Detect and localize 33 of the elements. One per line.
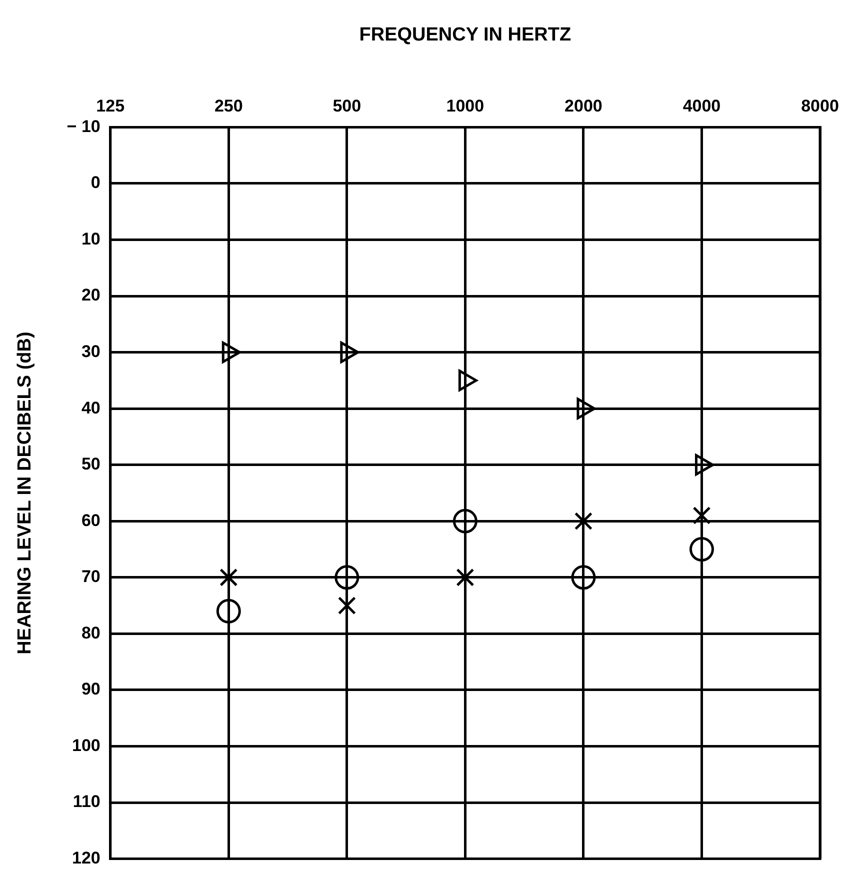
y-tick-label: 30: [81, 342, 100, 361]
y-tick-label: 60: [81, 510, 100, 530]
x-tick-label: 250: [214, 96, 243, 116]
point: [574, 512, 592, 530]
point: [216, 598, 241, 624]
y-tick-label: 90: [81, 680, 100, 699]
point: [334, 565, 360, 590]
y-tick-label: 80: [81, 623, 100, 642]
y-tick-label: 120: [72, 848, 100, 868]
y-tick-label: 0: [90, 173, 100, 192]
point: [571, 565, 596, 590]
point: [456, 568, 474, 586]
point: [452, 508, 478, 534]
y-tick-label: 10: [81, 229, 100, 248]
x-tick-label: 8000: [801, 96, 839, 116]
point: [689, 537, 714, 562]
point: [220, 568, 238, 586]
x-tick-label: 125: [96, 96, 125, 116]
x-tick-label: 2000: [564, 96, 602, 116]
x-axis-title: FREQUENCY IN HERTZ: [359, 24, 572, 46]
y-tick-label: 110: [72, 792, 100, 812]
y-tick-label: − 10: [66, 116, 100, 136]
y-tick-label: 50: [81, 454, 100, 474]
y-tick-label: 70: [81, 567, 100, 586]
y-tick-label: 40: [81, 398, 100, 418]
y-axis-title: HEARING LEVEL IN DECIBELS (dB): [14, 332, 36, 654]
x-tick-label: 4000: [682, 96, 721, 116]
y-tick-label: 20: [81, 286, 100, 305]
x-tick-label: 1000: [446, 96, 484, 116]
point: [692, 506, 711, 525]
y-tick-label: 100: [72, 736, 100, 755]
x-tick-label: 500: [332, 96, 362, 116]
point: [338, 596, 356, 615]
